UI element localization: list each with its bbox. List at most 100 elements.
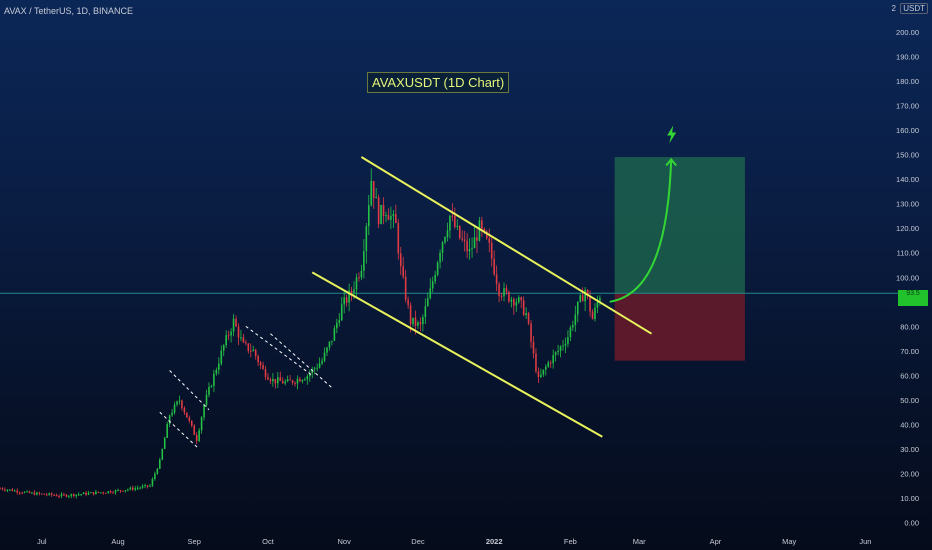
candle-body	[50, 493, 53, 495]
candle-body	[532, 341, 535, 354]
candle-body	[245, 342, 247, 344]
candle-body	[38, 492, 41, 494]
candle-body	[16, 490, 19, 493]
candle-body	[92, 492, 95, 495]
y-tick-label: 70.00	[900, 347, 919, 356]
candle-body	[166, 423, 168, 438]
candle-body	[21, 492, 23, 494]
candle-body	[48, 493, 50, 495]
symbol-header: AVAX / TetherUS, 1D, BINANCE	[4, 6, 134, 16]
candle-body	[210, 385, 213, 387]
candle-body	[53, 494, 55, 496]
x-tick-label: Aug	[111, 537, 124, 546]
candle-body	[304, 379, 306, 381]
x-tick-label: Jun	[859, 537, 871, 546]
candle-body	[171, 412, 173, 416]
candle-body	[552, 355, 554, 364]
candle-body	[392, 214, 395, 217]
candle-body	[218, 363, 220, 370]
candle-body	[28, 491, 31, 494]
candle-body	[257, 356, 259, 363]
candle-body	[370, 181, 373, 206]
candle-body	[296, 378, 299, 384]
candle-body	[60, 494, 63, 497]
candle-body	[355, 277, 358, 290]
candle-body	[215, 369, 218, 374]
candle-body	[481, 220, 483, 229]
candle-body	[269, 379, 272, 382]
candle-body	[249, 350, 252, 352]
candle-body	[436, 262, 439, 275]
candle-body	[75, 494, 78, 497]
y-tick-label: 60.00	[900, 371, 919, 380]
candle-body	[109, 491, 112, 493]
candle-body	[100, 492, 102, 494]
current-price-tag: 93.5	[898, 290, 928, 306]
candle-body	[365, 226, 368, 252]
candle-body	[331, 340, 333, 342]
candle-body	[353, 289, 355, 294]
candle-body	[380, 204, 382, 225]
candle-body	[574, 314, 577, 326]
candle-body	[399, 253, 402, 267]
candle-body	[186, 412, 188, 418]
candle-body	[483, 228, 486, 232]
candle-body	[522, 300, 525, 316]
candle-body	[289, 379, 291, 381]
candle-body	[161, 448, 164, 460]
candle-body	[107, 491, 109, 493]
candle-body	[222, 345, 225, 351]
y-tick-label: 110.00	[897, 249, 919, 258]
candle-body	[466, 240, 468, 252]
candle-body	[338, 320, 341, 323]
candle-body	[299, 378, 301, 382]
candle-body	[198, 430, 200, 441]
candle-body	[446, 230, 449, 238]
candle-body	[151, 478, 154, 486]
target-zone	[614, 157, 745, 294]
candle-body	[498, 284, 500, 296]
candle-body	[495, 274, 498, 285]
candle-body	[525, 313, 527, 316]
candle-body	[367, 205, 370, 227]
candle-body	[515, 302, 518, 306]
candle-body	[26, 491, 28, 493]
x-tick-label: Oct	[262, 537, 275, 546]
candle-body	[87, 492, 90, 495]
candle-body	[382, 204, 385, 216]
candle-body	[119, 490, 122, 492]
candle-body	[200, 417, 203, 431]
candle-body	[168, 415, 171, 424]
candle-body	[429, 288, 432, 299]
candle-body	[281, 381, 284, 384]
candle-body	[311, 369, 314, 374]
candle-body	[1, 488, 4, 490]
candle-body	[461, 238, 464, 240]
candle-body	[363, 251, 365, 271]
candle-body	[454, 215, 456, 227]
candle-body	[559, 346, 562, 351]
candle-body	[520, 297, 523, 301]
candle-body	[163, 437, 166, 449]
candle-body	[508, 291, 510, 302]
candle-body	[45, 494, 48, 496]
candle-body	[102, 492, 105, 494]
candle-body	[468, 248, 471, 252]
candle-body	[572, 325, 574, 328]
candle-body	[188, 417, 191, 421]
candle-body	[6, 489, 9, 491]
candle-body	[277, 377, 279, 384]
y-tick-label: 40.00	[900, 420, 919, 429]
currency-unit-box[interactable]: USDT	[900, 3, 928, 14]
candle-body	[333, 328, 336, 341]
candle-body	[395, 214, 397, 224]
candle-body	[505, 288, 508, 292]
candle-body	[414, 317, 417, 326]
candle-body	[517, 297, 520, 303]
candle-body	[510, 299, 513, 302]
candle-body	[451, 215, 454, 217]
y-tick-label: 50.00	[900, 396, 919, 405]
candle-body	[323, 352, 326, 361]
